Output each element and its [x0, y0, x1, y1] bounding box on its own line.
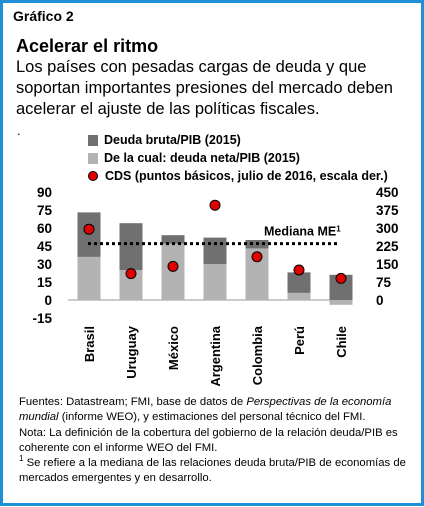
- notes: Fuentes: Datastream; FMI, base de datos …: [19, 395, 414, 487]
- stray-dot: .: [17, 123, 21, 138]
- x-tick-label: Uruguay: [124, 325, 139, 379]
- bar-net: [203, 264, 227, 300]
- legend: Deuda bruta/PIB (2015) De la cual: deuda…: [88, 131, 388, 185]
- x-tick-label: Chile: [334, 326, 349, 358]
- x-axis-labels: Brasil Uruguay México Argentina Colombia Perú…: [82, 325, 349, 386]
- footnote-text: Se refiere a la mediana de las relacione…: [19, 457, 406, 485]
- left-tick-label: 45: [37, 239, 53, 254]
- x-tick-label: Perú: [292, 326, 307, 355]
- cds-point: [335, 272, 347, 284]
- bar-net: [119, 270, 143, 300]
- cds-point: [125, 268, 137, 280]
- left-tick-label: 0: [44, 293, 52, 308]
- legend-label-net: De la cual: deuda neta/PIB (2015): [104, 151, 300, 165]
- left-tick-label: 15: [37, 275, 53, 290]
- right-tick-label: 75: [376, 275, 392, 290]
- legend-item-gross: Deuda bruta/PIB (2015): [88, 131, 388, 149]
- right-axis: 450 375 300 225 150 75 0: [376, 185, 399, 308]
- sources-prefix: Fuentes: Datastream; FMI, base de datos …: [19, 396, 247, 408]
- cds-point: [251, 251, 263, 263]
- chart-subtitle: Los países con pesadas cargas de deuda y…: [16, 58, 393, 118]
- cds-point: [209, 199, 221, 211]
- left-tick-label: 30: [37, 257, 52, 272]
- sources-italic: Perspectivas de la economía mundial: [19, 396, 392, 424]
- bar-gross: [329, 274, 353, 300]
- left-tick-label: -15: [32, 311, 52, 326]
- cds-points: [83, 199, 347, 284]
- legend-label-gross: Deuda bruta/PIB (2015): [104, 133, 241, 147]
- footnote: 1 Se refiere a la mediana de las relacio…: [19, 454, 414, 487]
- right-tick-label: 225: [376, 239, 399, 254]
- left-tick-label: 60: [37, 221, 52, 236]
- figure-label: Gráfico 2: [13, 8, 74, 24]
- left-tick-label: 75: [37, 203, 53, 218]
- x-tick-label: Argentina: [208, 325, 223, 386]
- footnote-mark: 1: [19, 454, 24, 464]
- right-tick-label: 300: [376, 221, 399, 236]
- cds-point: [293, 264, 305, 276]
- right-tick-label: 450: [376, 185, 399, 200]
- median-label-text: Mediana ME: [264, 225, 336, 239]
- chart-title: Acelerar el ritmo: [16, 36, 159, 56]
- right-tick-label: 0: [376, 293, 384, 308]
- legend-swatch-gross: [88, 134, 98, 146]
- left-axis: 90 75 60 45 30 15 0 -15: [32, 185, 52, 326]
- x-tick-label: México: [166, 326, 181, 370]
- coverage-note: Nota: La definición de la cobertura del …: [19, 426, 398, 454]
- legend-label-cds: CDS (puntos básicos, julio de 2016, esca…: [105, 169, 388, 183]
- legend-marker-cds: [88, 171, 98, 181]
- legend-swatch-net: [88, 152, 98, 164]
- x-tick-label: Colombia: [250, 325, 265, 385]
- cds-point: [167, 260, 179, 272]
- median-label-sup: 1: [336, 224, 341, 233]
- sources-suffix: (informe WEO), y estimaciones del person…: [58, 411, 366, 424]
- right-tick-label: 375: [376, 203, 399, 218]
- sources-note: Fuentes: Datastream; FMI, base de datos …: [19, 395, 414, 426]
- bar-net: [329, 300, 353, 305]
- legend-item-net: De la cual: deuda neta/PIB (2015): [88, 149, 388, 167]
- legend-item-cds: CDS (puntos básicos, julio de 2016, esca…: [88, 167, 388, 185]
- x-tick-label: Brasil: [82, 326, 97, 362]
- median-label: Mediana ME1: [264, 224, 341, 239]
- bar-net: [77, 256, 101, 300]
- cds-point: [83, 223, 95, 235]
- bar-net: [245, 248, 269, 300]
- left-tick-label: 90: [37, 185, 52, 200]
- right-tick-label: 150: [376, 257, 399, 272]
- bar-net: [287, 292, 311, 300]
